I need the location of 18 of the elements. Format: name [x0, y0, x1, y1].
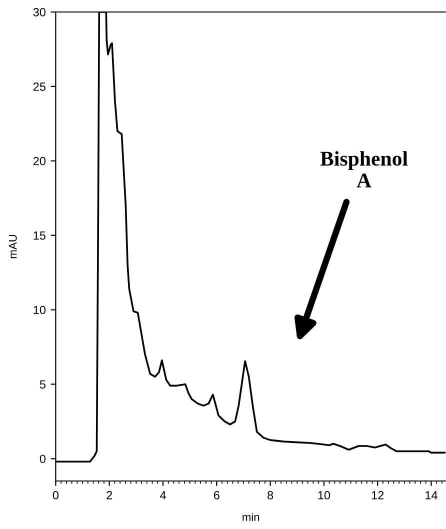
y-tick-label: 15 [34, 231, 46, 240]
annotation: Bisphenol A [320, 151, 408, 188]
x-tick-label: 8 [268, 491, 274, 500]
y-tick-label: 25 [33, 82, 46, 91]
x-axis-title: min [242, 512, 260, 521]
x-tick-label: 12 [372, 491, 384, 500]
y-tick-label: 5 [40, 380, 46, 389]
x-tick-label: 6 [214, 491, 220, 500]
x-tick-label: 0 [52, 491, 59, 500]
y-axis-title: mAU [9, 235, 17, 258]
x-tick-label: 14 [426, 491, 438, 500]
y-tick-label: 10 [34, 306, 46, 314]
y-tick-label: 30 [33, 8, 46, 16]
x-tick-label: 2 [106, 491, 112, 500]
y-tick-label: 0 [40, 454, 46, 464]
x-tick-label: 10 [318, 491, 330, 500]
x-tick-label: 4 [160, 491, 166, 500]
y-tick-label: 20 [33, 156, 46, 166]
